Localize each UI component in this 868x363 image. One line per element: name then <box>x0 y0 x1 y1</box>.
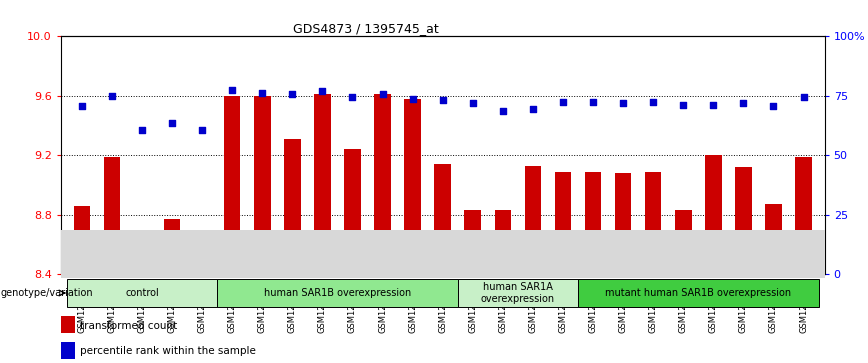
Bar <box>74 206 90 274</box>
Bar <box>224 96 240 274</box>
Bar <box>578 278 819 307</box>
Bar <box>434 164 451 274</box>
Bar <box>67 278 217 307</box>
Bar <box>61 342 75 359</box>
Point <box>766 103 780 109</box>
Title: GDS4873 / 1395745_at: GDS4873 / 1395745_at <box>293 22 439 35</box>
Bar <box>284 139 300 274</box>
Bar <box>217 278 457 307</box>
Bar <box>795 157 812 274</box>
Bar <box>464 211 481 274</box>
Bar <box>766 204 782 274</box>
Point <box>586 99 600 105</box>
Bar <box>524 166 541 274</box>
Bar <box>615 173 631 274</box>
Point <box>135 127 149 133</box>
Point <box>105 93 119 99</box>
Point <box>286 91 299 97</box>
Point <box>225 87 239 93</box>
Point <box>345 94 359 100</box>
Bar <box>675 211 692 274</box>
Bar <box>164 219 181 274</box>
Bar <box>645 172 661 274</box>
Point <box>466 100 480 106</box>
Text: mutant human SAR1B overexpression: mutant human SAR1B overexpression <box>605 288 792 298</box>
Point <box>405 96 419 102</box>
Point <box>526 106 540 112</box>
Bar <box>134 267 150 274</box>
Text: transformed count: transformed count <box>80 321 177 331</box>
Bar <box>314 94 331 274</box>
Point <box>195 127 209 133</box>
Bar <box>457 278 578 307</box>
Point <box>797 94 811 100</box>
Bar <box>555 172 571 274</box>
Point <box>707 102 720 108</box>
Bar <box>103 157 120 274</box>
Bar <box>61 316 75 333</box>
Point <box>75 103 89 109</box>
Point <box>165 120 179 126</box>
Point <box>255 90 269 96</box>
Bar <box>374 94 391 274</box>
Bar <box>495 211 511 274</box>
Bar <box>194 267 210 274</box>
Point <box>647 99 661 105</box>
Text: control: control <box>125 288 159 298</box>
Point <box>376 91 390 97</box>
Point <box>556 99 570 105</box>
Point <box>616 100 630 106</box>
Point <box>315 89 329 94</box>
Text: percentile rank within the sample: percentile rank within the sample <box>80 346 256 356</box>
Bar <box>735 167 752 274</box>
Bar <box>404 99 421 274</box>
Text: human SAR1A
overexpression: human SAR1A overexpression <box>481 282 555 304</box>
Point <box>676 102 690 108</box>
Text: human SAR1B overexpression: human SAR1B overexpression <box>264 288 411 298</box>
Point <box>436 97 450 103</box>
Text: genotype/variation: genotype/variation <box>1 288 94 298</box>
Bar <box>345 150 361 274</box>
Bar <box>254 96 271 274</box>
Bar <box>705 155 721 274</box>
Point <box>496 108 510 114</box>
Point <box>736 100 750 106</box>
Bar <box>585 172 602 274</box>
